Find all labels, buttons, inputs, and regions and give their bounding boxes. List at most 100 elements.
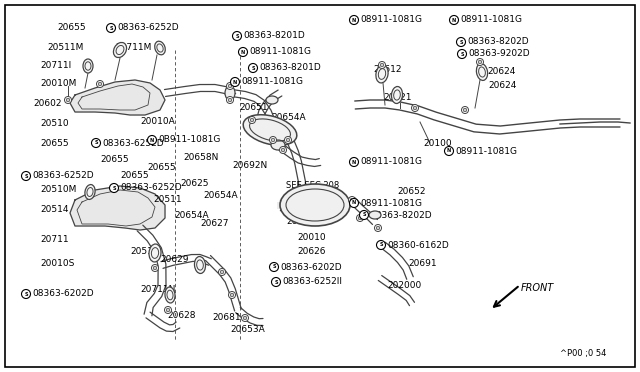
Text: S: S bbox=[272, 264, 276, 269]
Text: 20691: 20691 bbox=[408, 259, 436, 267]
Text: 20624: 20624 bbox=[487, 67, 515, 77]
Ellipse shape bbox=[85, 185, 95, 199]
Circle shape bbox=[99, 82, 102, 86]
Ellipse shape bbox=[165, 287, 175, 303]
Text: 20511M: 20511M bbox=[47, 42, 83, 51]
Circle shape bbox=[285, 137, 291, 144]
Circle shape bbox=[164, 307, 172, 314]
Text: S: S bbox=[380, 243, 383, 247]
Circle shape bbox=[147, 135, 157, 144]
Circle shape bbox=[358, 216, 362, 220]
Circle shape bbox=[463, 108, 467, 112]
Text: N: N bbox=[352, 201, 356, 205]
Text: 20602: 20602 bbox=[33, 99, 61, 108]
Text: 20651: 20651 bbox=[239, 103, 268, 112]
Text: N: N bbox=[452, 17, 456, 22]
Text: 08911-1081G: 08911-1081G bbox=[360, 16, 422, 25]
Ellipse shape bbox=[280, 184, 350, 226]
Circle shape bbox=[412, 105, 419, 112]
Circle shape bbox=[445, 147, 454, 155]
Text: 20511: 20511 bbox=[153, 196, 182, 205]
Text: 08363-9202D: 08363-9202D bbox=[468, 49, 530, 58]
Text: 20654A: 20654A bbox=[271, 113, 306, 122]
Circle shape bbox=[349, 196, 355, 203]
Text: 08363-6252D: 08363-6252D bbox=[120, 183, 182, 192]
Circle shape bbox=[220, 270, 224, 274]
Circle shape bbox=[376, 226, 380, 230]
Circle shape bbox=[218, 269, 225, 276]
Circle shape bbox=[360, 211, 369, 219]
Text: 0B911-1081G: 0B911-1081G bbox=[158, 135, 220, 144]
Text: N: N bbox=[352, 17, 356, 22]
Text: 20711: 20711 bbox=[40, 235, 68, 244]
Circle shape bbox=[227, 83, 234, 90]
Circle shape bbox=[67, 98, 70, 102]
Ellipse shape bbox=[155, 41, 165, 55]
Circle shape bbox=[376, 241, 385, 250]
Ellipse shape bbox=[266, 96, 278, 104]
Circle shape bbox=[228, 292, 236, 298]
Text: 20628: 20628 bbox=[167, 311, 195, 320]
Ellipse shape bbox=[243, 115, 297, 145]
Text: N: N bbox=[233, 80, 237, 84]
Circle shape bbox=[243, 316, 247, 320]
Text: SEC.208 参照: SEC.208 参照 bbox=[286, 192, 333, 202]
Ellipse shape bbox=[369, 211, 381, 219]
Circle shape bbox=[65, 96, 72, 103]
Circle shape bbox=[271, 138, 275, 142]
Circle shape bbox=[380, 63, 384, 67]
Text: ^P00 ;0 54: ^P00 ;0 54 bbox=[560, 349, 606, 358]
Text: 20658N: 20658N bbox=[183, 154, 218, 163]
Circle shape bbox=[109, 183, 118, 192]
Polygon shape bbox=[70, 80, 165, 115]
Text: 20514: 20514 bbox=[40, 205, 68, 215]
Circle shape bbox=[413, 106, 417, 110]
Circle shape bbox=[232, 32, 241, 41]
Ellipse shape bbox=[83, 59, 93, 73]
Text: 20655: 20655 bbox=[120, 170, 148, 180]
Circle shape bbox=[356, 215, 364, 221]
Circle shape bbox=[378, 61, 385, 68]
Text: 20510: 20510 bbox=[40, 119, 68, 128]
Text: N: N bbox=[150, 138, 154, 142]
Circle shape bbox=[97, 80, 104, 87]
Circle shape bbox=[281, 148, 285, 152]
Circle shape bbox=[22, 171, 31, 180]
Circle shape bbox=[461, 106, 468, 113]
Text: 08911-1081G: 08911-1081G bbox=[460, 16, 522, 25]
Text: S: S bbox=[24, 173, 28, 179]
Text: 08911-1081G: 08911-1081G bbox=[360, 199, 422, 208]
Circle shape bbox=[271, 278, 280, 286]
Circle shape bbox=[153, 266, 157, 270]
Circle shape bbox=[374, 224, 381, 231]
Text: S: S bbox=[236, 33, 239, 38]
Circle shape bbox=[22, 289, 31, 298]
Circle shape bbox=[478, 60, 482, 64]
Ellipse shape bbox=[392, 87, 403, 103]
Text: 20655: 20655 bbox=[100, 154, 129, 164]
Text: 20625: 20625 bbox=[180, 179, 209, 187]
Text: 08363-6202D: 08363-6202D bbox=[32, 289, 93, 298]
Text: N: N bbox=[241, 49, 245, 55]
Text: 20627: 20627 bbox=[200, 218, 228, 228]
Circle shape bbox=[241, 314, 248, 321]
Text: 20654A: 20654A bbox=[174, 211, 209, 219]
Ellipse shape bbox=[225, 86, 235, 100]
Text: 20010: 20010 bbox=[297, 234, 326, 243]
Text: 20621: 20621 bbox=[383, 93, 412, 102]
Text: 20655: 20655 bbox=[40, 138, 68, 148]
Text: 08363-8202D: 08363-8202D bbox=[370, 211, 431, 219]
Text: 20624: 20624 bbox=[488, 80, 516, 90]
Circle shape bbox=[239, 48, 248, 57]
Circle shape bbox=[228, 84, 232, 88]
Text: 20100: 20100 bbox=[423, 138, 452, 148]
Text: 08363-6252II: 08363-6252II bbox=[282, 278, 342, 286]
Text: 08911-1081G: 08911-1081G bbox=[360, 157, 422, 167]
Text: 20681: 20681 bbox=[212, 314, 241, 323]
Text: 20655: 20655 bbox=[147, 164, 175, 173]
Text: 20629: 20629 bbox=[160, 256, 189, 264]
Text: S: S bbox=[275, 279, 278, 285]
Circle shape bbox=[228, 98, 232, 102]
Text: S: S bbox=[362, 212, 365, 218]
Text: 20711M: 20711M bbox=[115, 42, 152, 51]
